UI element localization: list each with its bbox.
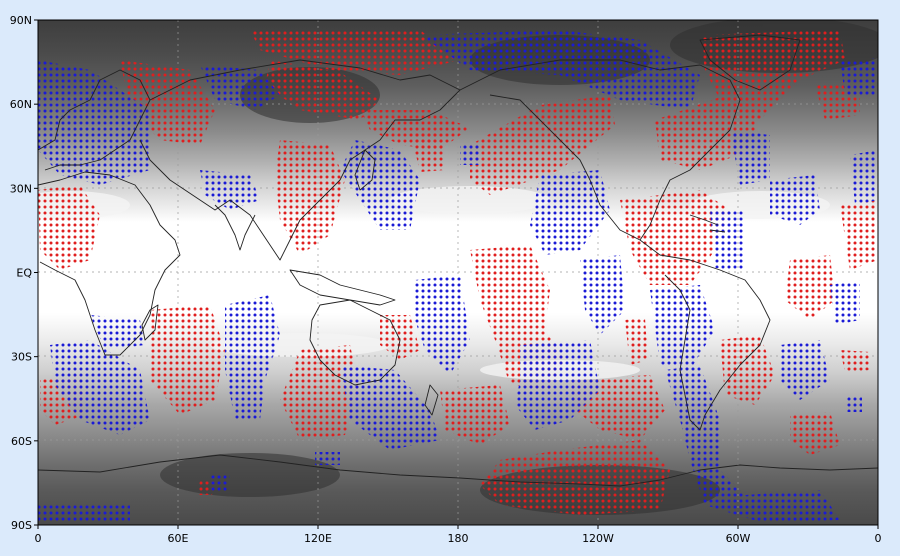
- coastline-south-america: [639, 239, 771, 431]
- x-tick-label: 180: [448, 532, 469, 545]
- coastline-north-america: [459, 59, 741, 241]
- coastlines: [38, 34, 878, 487]
- plot-area: [38, 20, 878, 525]
- y-tick-label: 90N: [10, 14, 32, 27]
- y-tick-label: EQ: [16, 267, 32, 280]
- y-tick-label: 30N: [10, 182, 32, 195]
- coastline-europe: [38, 69, 151, 171]
- y-tick-label: 90S: [11, 519, 32, 532]
- coastline-asia: [139, 59, 461, 261]
- y-tick-label: 60S: [11, 435, 32, 448]
- coastline-australia: [309, 299, 401, 386]
- x-axis: 0 60E 120E 180 120W 60W 0: [35, 525, 882, 545]
- x-tick-label: 120E: [304, 532, 332, 545]
- coastline-africa: [38, 171, 181, 356]
- y-axis: 90N 60N 30N EQ 30S 60S 90S: [10, 14, 38, 532]
- x-tick-label: 0: [875, 532, 882, 545]
- coastline-antarctica: [38, 454, 878, 487]
- positive-dot-regions: [38, 30, 878, 515]
- x-tick-label: 0: [35, 532, 42, 545]
- red-region-n-pacific-arctic: [250, 30, 460, 75]
- x-tick-label: 60W: [726, 532, 751, 545]
- x-tick-label: 60E: [168, 532, 189, 545]
- blue-region-n-pacific: [420, 30, 700, 110]
- x-tick-label: 120W: [582, 532, 614, 545]
- y-tick-label: 60N: [10, 98, 32, 111]
- y-tick-label: 30S: [11, 351, 32, 364]
